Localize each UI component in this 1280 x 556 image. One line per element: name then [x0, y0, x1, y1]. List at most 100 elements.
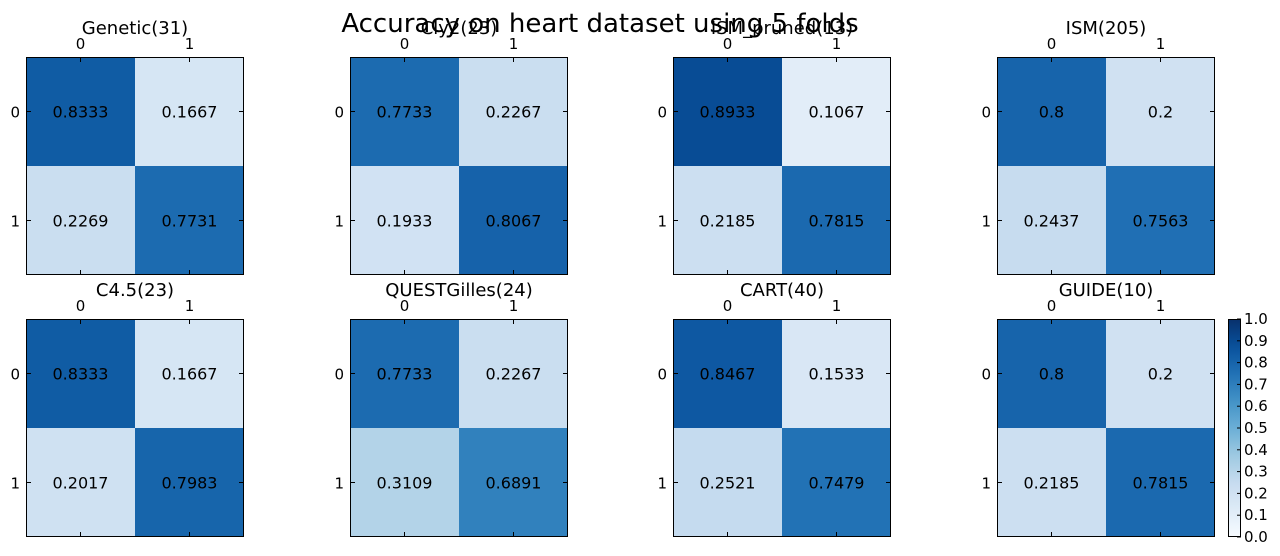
matrix-cell [26, 428, 135, 537]
matrix-cell [459, 166, 568, 275]
axes-frame [26, 57, 244, 275]
cell-value-label: 0.3109 [377, 474, 433, 493]
colorbar-tick-label: 1.0 [1244, 310, 1268, 328]
cell-value-label: 0.2017 [53, 474, 109, 493]
x-tick-label: 1 [1156, 297, 1166, 315]
cell-value-label: 0.7733 [377, 103, 433, 122]
x-tick-label: 0 [723, 35, 733, 53]
matrix-panel: CART(40) 0.8467 0.1533 0.2521 0.7479 0 1 0 1 [657, 280, 891, 537]
colorbar: 0.0 0.1 0.2 0.3 0.4 0.5 0.6 0.7 0.8 0.9 1.0 [1228, 310, 1268, 546]
matrix-cell [135, 319, 244, 428]
y-tick-label: 0 [657, 366, 667, 384]
y-tick-label: 1 [981, 213, 991, 231]
cell-value-label: 0.8467 [700, 365, 756, 384]
matrix-panel: ISM_pruned(13) 0.8933 0.1067 0.2185 0.7815 0 1… [657, 18, 891, 275]
y-tick-label: 1 [334, 213, 344, 231]
axes-frame [997, 319, 1215, 537]
cell-value-label: 0.2 [1148, 103, 1173, 122]
cell-value-label: 0.2 [1148, 365, 1173, 384]
x-tick-label: 0 [400, 297, 410, 315]
panel-title: QUESTGilles(24) [385, 280, 533, 301]
colorbar-tick-label: 0.0 [1244, 528, 1268, 546]
cell-value-label: 0.7479 [809, 474, 865, 493]
cell-value-label: 0.2521 [700, 474, 756, 493]
x-tick-label: 1 [832, 297, 842, 315]
x-tick-label: 1 [832, 35, 842, 53]
matrix-cell [26, 319, 135, 428]
x-tick-label: 1 [185, 35, 195, 53]
matrix-cell [1106, 57, 1215, 166]
matrix-cell [135, 166, 244, 275]
colorbar-tick-label: 0.2 [1244, 484, 1268, 502]
matrix-cell [997, 166, 1106, 275]
matrix-cell [1106, 166, 1215, 275]
cell-value-label: 0.7731 [162, 212, 218, 231]
x-tick-label: 0 [1047, 35, 1057, 53]
matrix-cell [997, 57, 1106, 166]
cell-value-label: 0.2267 [486, 365, 542, 384]
x-tick-label: 0 [400, 35, 410, 53]
matrix-cell [997, 319, 1106, 428]
matrix-cell [997, 428, 1106, 537]
axes-frame [673, 319, 891, 537]
y-tick-label: 0 [981, 366, 991, 384]
matrix-panel: Genetic(31) 0.8333 0.1667 0.2269 0.7731 0 1 0 1 [10, 18, 244, 275]
y-tick-label: 0 [981, 104, 991, 122]
x-tick-label: 1 [509, 297, 519, 315]
cell-value-label: 0.7733 [377, 365, 433, 384]
cell-value-label: 0.8333 [53, 365, 109, 384]
cell-value-label: 0.2267 [486, 103, 542, 122]
colorbar-tick-label: 0.3 [1244, 463, 1268, 481]
axes-frame [673, 57, 891, 275]
axes-frame [26, 319, 244, 537]
colorbar-tick-label: 0.8 [1244, 354, 1268, 372]
cell-value-label: 0.2437 [1024, 212, 1080, 231]
x-tick-label: 1 [1156, 35, 1166, 53]
matrix-cell [782, 166, 891, 275]
colorbar-tick-label: 0.9 [1244, 332, 1268, 350]
axes-frame [350, 319, 568, 537]
cell-value-label: 0.2185 [700, 212, 756, 231]
matrix-cell [350, 166, 459, 275]
cell-value-label: 0.8333 [53, 103, 109, 122]
cell-value-label: 0.1667 [162, 103, 218, 122]
y-tick-label: 1 [981, 475, 991, 493]
y-tick-label: 0 [10, 104, 20, 122]
x-tick-label: 0 [76, 297, 86, 315]
matrix-cell [673, 57, 782, 166]
cell-value-label: 0.7815 [1133, 474, 1189, 493]
matrix-cell [673, 319, 782, 428]
matrix-cell [782, 57, 891, 166]
y-tick-label: 1 [10, 475, 20, 493]
matrix-cell [673, 428, 782, 537]
matrix-cell [350, 428, 459, 537]
matrix-panel: GUIDE(10) 0.8 0.2 0.2185 0.7815 0 1 0 1 [981, 280, 1215, 537]
x-tick-label: 0 [723, 297, 733, 315]
cell-value-label: 0.2185 [1024, 474, 1080, 493]
cell-value-label: 0.8067 [486, 212, 542, 231]
panel-title: Genetic(31) [82, 18, 188, 39]
colorbar-gradient [1228, 319, 1241, 537]
colorbar-tick-label: 0.1 [1244, 506, 1268, 524]
cell-value-label: 0.1933 [377, 212, 433, 231]
matrix-cell [1106, 319, 1215, 428]
panel-title: CART(40) [740, 280, 824, 301]
y-tick-label: 0 [657, 104, 667, 122]
matrix-panel: C4.5(23) 0.8333 0.1667 0.2017 0.7983 0 1 0 1 [10, 280, 244, 537]
panel-title: ISM_pruned(13) [711, 18, 853, 39]
panel-title: ISM(205) [1066, 18, 1147, 39]
cell-value-label: 0.7563 [1133, 212, 1189, 231]
cell-value-label: 0.1067 [809, 103, 865, 122]
cell-value-label: 0.7815 [809, 212, 865, 231]
matrix-cell [459, 428, 568, 537]
matrix-cell [459, 319, 568, 428]
matrix-panel: Cly2(23) 0.7733 0.2267 0.1933 0.8067 0 1 0 1 [334, 18, 568, 275]
cell-value-label: 0.8 [1039, 103, 1064, 122]
axes-frame [997, 57, 1215, 275]
matrix-cell [350, 319, 459, 428]
colorbar-tick-label: 0.4 [1244, 441, 1268, 459]
y-tick-label: 1 [657, 213, 667, 231]
cell-value-label: 0.1533 [809, 365, 865, 384]
